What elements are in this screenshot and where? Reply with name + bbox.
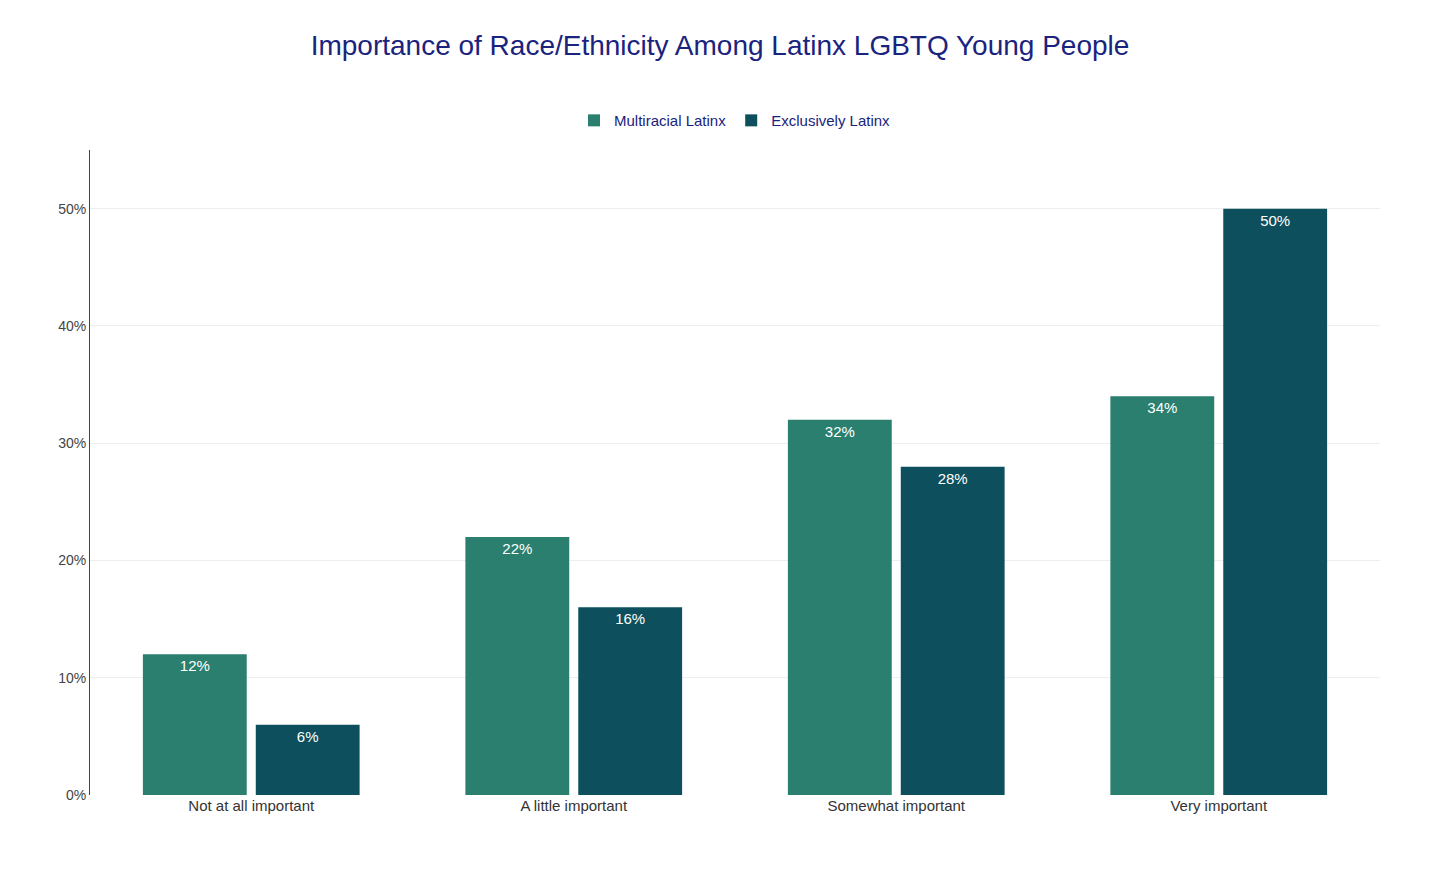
svg-text:Very important: Very important	[1170, 797, 1268, 814]
svg-text:Not at all important: Not at all important	[188, 797, 315, 814]
svg-text:12%: 12%	[180, 657, 210, 674]
svg-text:50%: 50%	[1260, 212, 1290, 229]
svg-text:50%: 50%	[58, 201, 86, 217]
svg-text:16%: 16%	[615, 610, 645, 627]
svg-text:20%: 20%	[58, 552, 86, 568]
svg-text:22%: 22%	[502, 540, 532, 557]
svg-text:Multiracial Latinx: Multiracial Latinx	[614, 112, 726, 129]
svg-text:32%: 32%	[825, 423, 855, 440]
svg-text:Importance of Race/Ethnicity A: Importance of Race/Ethnicity Among Latin…	[311, 30, 1130, 61]
svg-text:0%: 0%	[66, 787, 86, 803]
svg-text:Exclusively Latinx: Exclusively Latinx	[771, 112, 890, 129]
svg-text:34%: 34%	[1147, 399, 1177, 416]
svg-text:A little important: A little important	[520, 797, 628, 814]
svg-text:6%: 6%	[297, 728, 319, 745]
svg-text:28%: 28%	[938, 470, 968, 487]
svg-text:30%: 30%	[58, 435, 86, 451]
svg-text:40%: 40%	[58, 318, 86, 334]
svg-text:Somewhat important: Somewhat important	[827, 797, 965, 814]
svg-text:10%: 10%	[58, 670, 86, 686]
